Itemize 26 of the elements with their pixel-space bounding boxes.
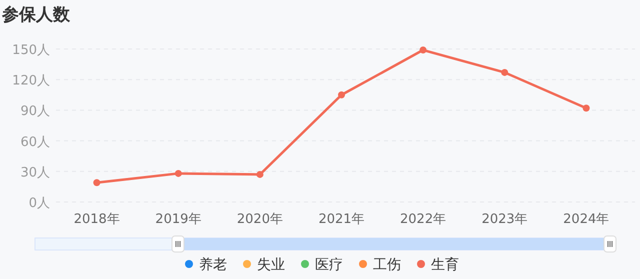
x-tick-label: 2024年 bbox=[563, 212, 610, 227]
x-tick-label: 2021年 bbox=[318, 212, 365, 227]
point bbox=[582, 104, 590, 112]
x-tick-label: 2019年 bbox=[155, 212, 202, 227]
x-tick-label: 2020年 bbox=[236, 212, 283, 227]
legend-label: 养老 bbox=[199, 257, 227, 273]
y-tick-label: 0人 bbox=[28, 196, 50, 211]
legend-label: 工伤 bbox=[373, 257, 401, 273]
point bbox=[174, 170, 182, 177]
y-tick-label: 30人 bbox=[20, 165, 50, 180]
y-tick-label: 120人 bbox=[12, 74, 50, 89]
point bbox=[256, 170, 264, 178]
point bbox=[501, 68, 508, 76]
y-tick-label: 150人 bbox=[12, 43, 50, 58]
x-tick-label: 2023年 bbox=[482, 212, 528, 227]
x-tick-label: 2022年 bbox=[400, 212, 446, 227]
point bbox=[338, 91, 345, 98]
y-tick-label: 60人 bbox=[20, 134, 50, 150]
legend-label: 失业 bbox=[257, 257, 285, 273]
x-tick-label: 2018年 bbox=[74, 212, 120, 227]
point bbox=[420, 46, 427, 54]
chart-title: 参保人数 bbox=[1, 5, 71, 25]
legend-label: 医疗 bbox=[315, 257, 343, 273]
point bbox=[93, 179, 100, 186]
legend-label: 生育 bbox=[431, 256, 459, 273]
y-tick-label: 90人 bbox=[20, 104, 50, 120]
